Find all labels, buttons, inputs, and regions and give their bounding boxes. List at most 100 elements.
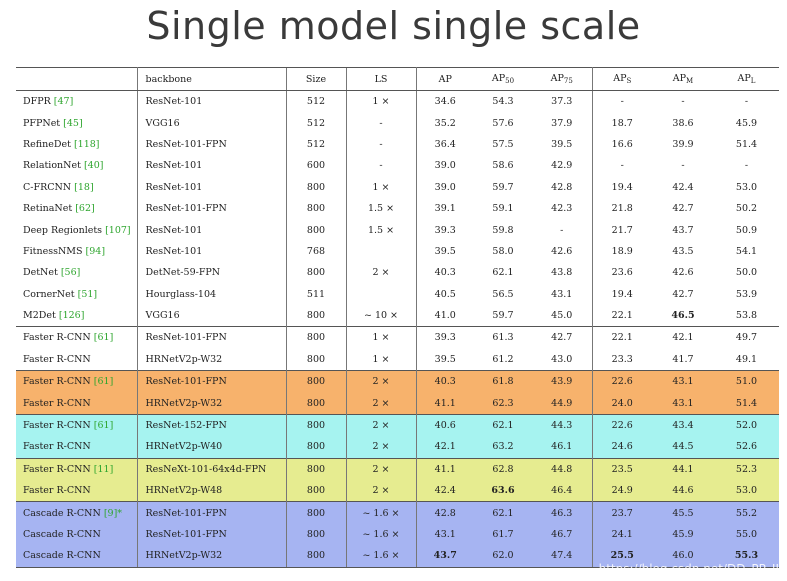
method-name: FitnessNMS: [23, 245, 83, 257]
citation-ref[interactable]: [9]*: [103, 507, 123, 519]
apl-cell: 52.3: [714, 457, 779, 481]
citation-ref[interactable]: [18]: [74, 181, 94, 193]
apm-cell: 42.6: [672, 267, 694, 279]
aps-cell: -: [620, 96, 624, 108]
apl-cell: 53.9: [735, 288, 758, 300]
ls-cell: 2 ×: [345, 413, 417, 437]
ls-cell: 1 ×: [345, 348, 417, 371]
ap50-cell: 61.3: [474, 326, 532, 349]
apm-cell: 45.9: [652, 523, 714, 546]
citation-ref[interactable]: [61]: [93, 376, 114, 388]
ap-cell: 36.4: [434, 138, 456, 150]
size-cell: 800: [285, 197, 346, 220]
method-cell: Faster R-CNN [11]: [16, 457, 138, 481]
apl-cell: 51.0: [714, 370, 779, 393]
table-row: Faster R-CNN HRNetV2p-W40 800 2 × 42.1 63.2 46…: [16, 436, 779, 459]
apm-cell: -: [681, 160, 685, 172]
citation-ref[interactable]: [62]: [75, 203, 95, 215]
apl-cell: 55.2: [714, 501, 779, 524]
citation-ref[interactable]: [47]: [53, 96, 74, 108]
ap75-cell: 42.3: [532, 197, 593, 220]
header-size: Size: [285, 67, 346, 91]
header-row: backbone Size LS AP AP50 AP75 APS APM AP…: [16, 67, 779, 91]
ap50-cell: 62.1: [474, 501, 532, 524]
table-row: Faster R-CNN [61] ResNet-101-FPN 800 1 × 39.…: [16, 326, 779, 349]
method-name: M2Det: [23, 310, 56, 322]
citation-ref[interactable]: [45]: [63, 117, 83, 129]
table-row: M2Det [126] VGG16 800 ~ 10 × 41.0 59.7 45.0 22.…: [16, 304, 779, 327]
apl-cell: 49.1: [735, 353, 758, 365]
size-cell: 800: [285, 480, 346, 502]
aps-cell: 25.5: [592, 545, 652, 568]
aps-cell: 18.7: [611, 117, 633, 129]
citation-ref[interactable]: [56]: [60, 267, 81, 279]
apm-cell: 42.1: [652, 326, 714, 349]
method-name: DetNet: [23, 267, 58, 279]
method-name: Faster R-CNN: [23, 463, 91, 475]
aps-cell: 22.6: [592, 413, 652, 437]
method-cell: Cascade R-CNN [9]*: [16, 501, 138, 524]
citation-ref[interactable]: [61]: [93, 420, 114, 432]
ls-cell: 1.5 ×: [345, 197, 417, 220]
ap50-cell: 61.8: [474, 370, 532, 393]
citation-ref[interactable]: [94]: [85, 245, 106, 257]
method-cell: C-FRCNN [18]: [16, 176, 138, 198]
citation-ref[interactable]: [61]: [93, 332, 114, 344]
watermark-text: https://blog.csdn.net/DD_PP_JJ: [598, 562, 779, 576]
ls-cell: 1 ×: [345, 176, 417, 198]
aps-cell: 22.1: [592, 326, 652, 349]
backbone-cell: ResNet-101: [145, 245, 203, 257]
aps-cell: 24.1: [592, 523, 652, 546]
apl-cell: 50.2: [735, 203, 758, 215]
backbone-cell: VGG16: [145, 310, 180, 322]
ap50-cell: 56.5: [492, 288, 514, 300]
aps-cell: 24.9: [592, 480, 652, 502]
citation-ref[interactable]: [118]: [73, 138, 100, 150]
table-row: Cascade R-CNN HRNetV2p-W32 800 ~ 1.6 × 43.7 6…: [16, 545, 779, 568]
results-table: backbone Size LS AP AP50 AP75 APS APM AP…: [16, 67, 779, 568]
ap-cell: 42.8: [416, 501, 474, 524]
method-name: Cascade R-CNN: [23, 550, 101, 562]
ap-cell: 39.0: [434, 160, 456, 172]
backbone-cell: Hourglass-104: [145, 288, 217, 300]
table-body: DFPR [47] ResNet-101 512 1 × 34.6 54.3 37.3- - -…: [16, 90, 779, 568]
table-row: RetinaNet [62] ResNet-101-FPN 800 1.5 × 39.1…: [16, 197, 779, 220]
apm-cell: 43.5: [672, 245, 694, 257]
ap50-cell: 54.3: [492, 96, 514, 108]
method-cell: Cascade R-CNN: [16, 545, 138, 568]
apm-cell: 42.4: [672, 181, 694, 193]
backbone-cell: HRNetV2p-W32: [137, 545, 286, 568]
ap75-cell: 45.0: [532, 304, 593, 327]
ap75-cell: 44.9: [532, 392, 593, 415]
ap75-cell: 42.9: [532, 155, 593, 177]
citation-ref[interactable]: [51]: [77, 288, 98, 300]
aps-cell: 22.1: [611, 310, 633, 322]
citation-ref[interactable]: [107]: [105, 224, 131, 236]
aps-cell: 22.6: [592, 370, 652, 393]
method-name: Faster R-CNN: [23, 353, 91, 365]
method-name: Faster R-CNN: [23, 420, 91, 432]
size-cell: 800: [285, 304, 346, 327]
citation-ref[interactable]: [11]: [93, 463, 114, 475]
backbone-cell: ResNet-101: [145, 224, 203, 236]
size-cell: 512: [285, 112, 346, 134]
header-name: [16, 67, 138, 91]
citation-ref[interactable]: [40]: [83, 160, 104, 172]
citation-ref[interactable]: [126]: [58, 310, 85, 322]
ls-cell: 2 ×: [345, 392, 417, 415]
header-backbone: backbone: [137, 67, 286, 91]
ap75-cell: 46.3: [532, 501, 593, 524]
ap50-cell: 61.2: [492, 353, 514, 365]
size-cell: 800: [285, 436, 346, 459]
table-row: C-FRCNN [18] ResNet-101 800 1 × 39.0 59.7 42.8…: [16, 176, 779, 198]
header-ap75: AP75: [532, 67, 593, 91]
ap50-cell: 63.6: [474, 480, 532, 502]
ls-cell: ~ 1.6 ×: [345, 523, 417, 546]
ls-cell: -: [345, 112, 417, 134]
backbone-cell: VGG16: [145, 117, 180, 129]
table-row: PFPNet [45] VGG16 512- 35.2 57.6 37.9 18.7 38.6…: [16, 112, 779, 134]
method-cell: FitnessNMS [94]: [16, 240, 138, 263]
apm-cell: -: [681, 96, 685, 108]
ls-cell: 2 ×: [345, 436, 417, 459]
ap75-cell: 46.4: [532, 480, 593, 502]
